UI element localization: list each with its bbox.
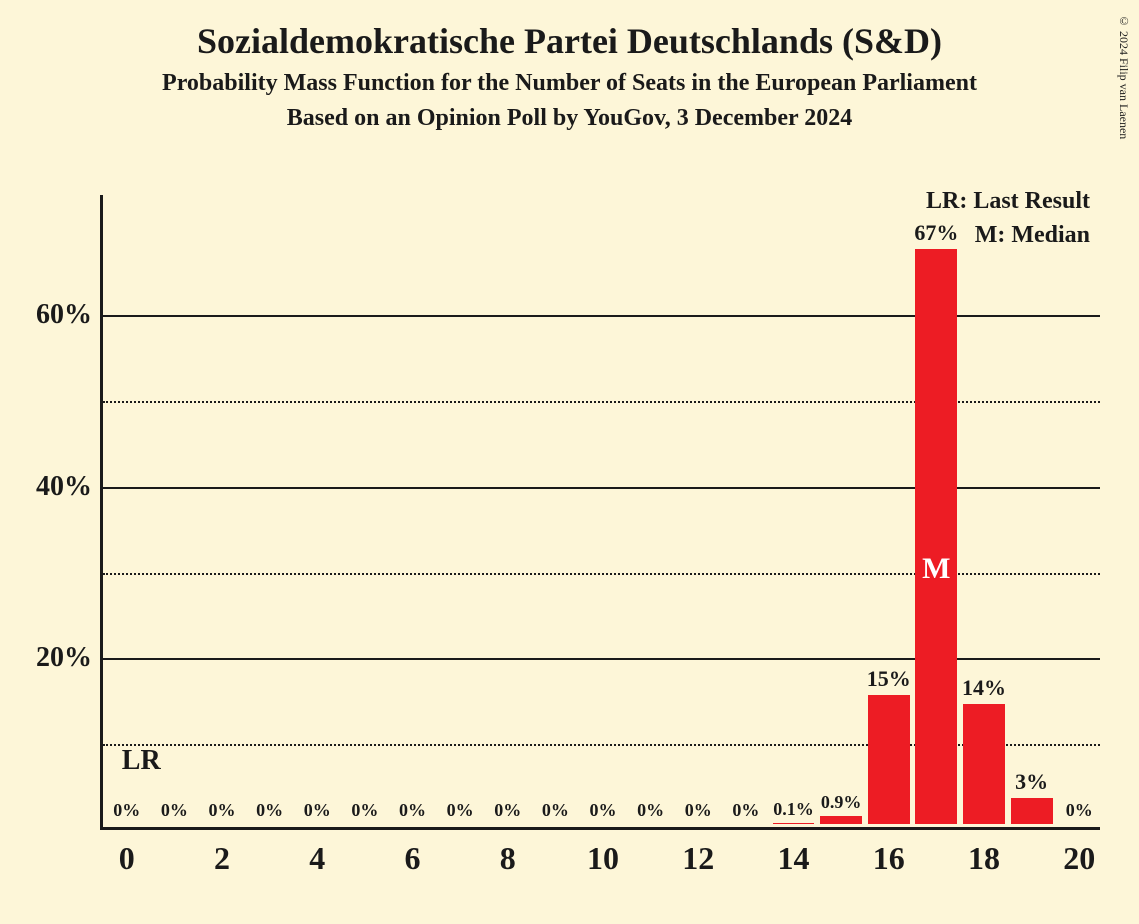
bar-value-label: 0% xyxy=(304,800,331,821)
x-tick-label: 18 xyxy=(968,840,1000,877)
y-tick-label: 60% xyxy=(36,299,92,331)
bar-value-label: 0% xyxy=(494,800,521,821)
bar-value-label: 0% xyxy=(113,800,140,821)
y-tick-label: 40% xyxy=(36,471,92,503)
bar-value-label: 0% xyxy=(1066,800,1093,821)
bar-value-label: 0.1% xyxy=(773,799,814,820)
bar-value-label: 0% xyxy=(256,800,283,821)
x-tick-label: 2 xyxy=(214,840,230,877)
bar-value-label: 0% xyxy=(590,800,617,821)
last-result-marker: LR xyxy=(122,745,161,777)
bar-value-label: 0% xyxy=(542,800,569,821)
x-tick-label: 0 xyxy=(119,840,135,877)
bar xyxy=(915,249,957,824)
x-tick-label: 4 xyxy=(309,840,325,877)
bar-value-label: 0% xyxy=(732,800,759,821)
bar-value-label: 67% xyxy=(914,220,958,246)
chart-subtitle-2: Based on an Opinion Poll by YouGov, 3 De… xyxy=(0,105,1139,132)
x-tick-label: 16 xyxy=(873,840,905,877)
bar xyxy=(868,695,910,824)
bar-value-label: 0% xyxy=(399,800,426,821)
bar xyxy=(773,823,815,824)
x-tick-label: 6 xyxy=(405,840,421,877)
bar xyxy=(963,704,1005,824)
bar-value-label: 0.9% xyxy=(821,792,862,813)
x-tick-label: 12 xyxy=(682,840,714,877)
x-tick-label: 10 xyxy=(587,840,619,877)
bar-value-label: 0% xyxy=(351,800,378,821)
bar xyxy=(1011,798,1053,824)
plot-area: 20%40%60%024681012141618200%0%0%0%0%0%0%… xyxy=(100,195,1100,830)
bar-value-label: 0% xyxy=(161,800,188,821)
bar-value-label: 0% xyxy=(685,800,712,821)
x-tick-label: 8 xyxy=(500,840,516,877)
bar-value-label: 0% xyxy=(447,800,474,821)
x-tick-label: 20 xyxy=(1063,840,1095,877)
bar-value-label: 15% xyxy=(867,666,911,692)
chart-area: LR: Last Result M: Median 20%40%60%02468… xyxy=(100,195,1100,830)
x-tick-label: 14 xyxy=(777,840,809,877)
median-marker: M xyxy=(922,552,950,586)
chart-subtitle-1: Probability Mass Function for the Number… xyxy=(0,70,1139,97)
bar-value-label: 0% xyxy=(637,800,664,821)
chart-title: Sozialdemokratische Partei Deutschlands … xyxy=(0,20,1139,62)
bar-value-label: 3% xyxy=(1015,769,1048,795)
y-tick-label: 20% xyxy=(36,642,92,674)
bar-value-label: 0% xyxy=(209,800,236,821)
bar-value-label: 14% xyxy=(962,675,1006,701)
title-block: Sozialdemokratische Partei Deutschlands … xyxy=(0,0,1139,132)
bar xyxy=(820,816,862,824)
copyright-text: © 2024 Filip van Laenen xyxy=(1116,14,1131,139)
